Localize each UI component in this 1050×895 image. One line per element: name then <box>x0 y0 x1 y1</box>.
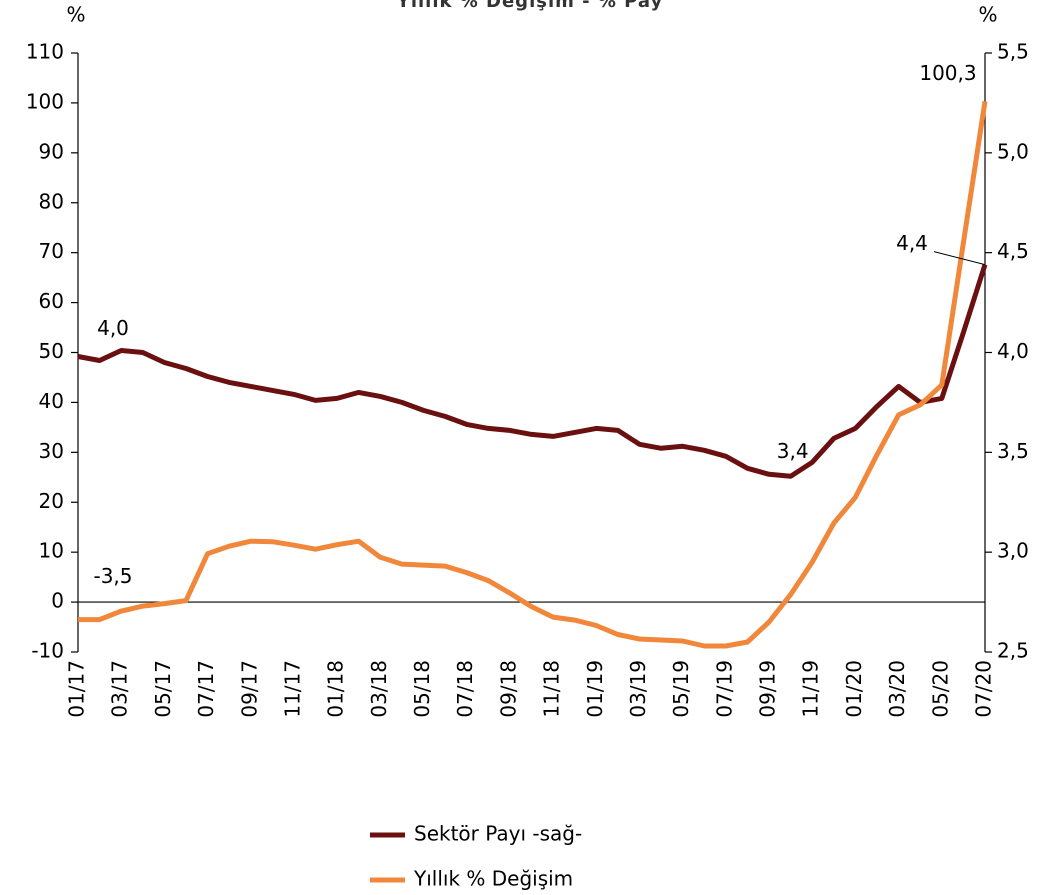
y2-tick-label: 5,5 <box>997 40 1029 64</box>
data-label: 100,3 <box>919 61 976 85</box>
y-tick-label: 30 <box>39 439 64 463</box>
y2-tick-label: 2,5 <box>997 639 1029 663</box>
x-tick-label: 07/19 <box>712 660 736 718</box>
data-label: 4,4 <box>896 231 928 255</box>
y2-axis-unit: % <box>978 3 997 27</box>
data-label: 4,0 <box>97 316 129 340</box>
series-line <box>78 101 988 649</box>
y2-tick-label: 4,5 <box>997 239 1029 263</box>
x-tick-label: 07/17 <box>194 660 218 718</box>
y-tick-label: 20 <box>39 489 64 513</box>
x-tick-label: 09/19 <box>756 660 780 718</box>
y-tick-label: 80 <box>39 189 64 213</box>
x-tick-label: 01/19 <box>583 660 607 718</box>
x-tick-label: 11/17 <box>280 660 304 718</box>
data-label: 3,4 <box>777 439 809 463</box>
data-label: -3,5 <box>93 564 132 588</box>
y2-tick-label: 5,0 <box>997 139 1029 163</box>
series-line <box>77 263 988 479</box>
y-tick-label: 50 <box>39 339 64 363</box>
y-axis-unit: % <box>66 3 85 27</box>
x-tick-label: 07/18 <box>453 660 477 718</box>
x-tick-label: 09/18 <box>496 660 520 718</box>
y-tick-label: -10 <box>31 639 64 663</box>
y-tick-label: 70 <box>39 239 64 263</box>
x-tick-label: 11/18 <box>540 660 564 718</box>
y-tick-label: 10 <box>39 539 64 563</box>
x-tick-label: 11/19 <box>799 660 823 718</box>
chart-title: Yıllık % Değişim - % Pay <box>396 0 663 12</box>
x-tick-label: 03/18 <box>367 660 391 718</box>
y-tick-label: 110 <box>26 40 64 64</box>
y-tick-label: 60 <box>39 289 64 313</box>
y-tick-label: 100 <box>26 89 64 113</box>
y-tick-label: 40 <box>39 389 64 413</box>
leader-line <box>933 251 986 266</box>
y2-tick-label: 4,0 <box>997 339 1029 363</box>
x-tick-label: 05/19 <box>669 660 693 718</box>
legend-label: Sektör Payı -sağ- <box>414 822 582 846</box>
y-tick-label: 90 <box>39 139 64 163</box>
x-tick-label: 01/18 <box>324 660 348 718</box>
x-tick-label: 03/19 <box>626 660 650 718</box>
x-tick-label: 09/17 <box>237 660 261 718</box>
x-tick-label: 03/17 <box>108 660 132 718</box>
x-tick-label: 05/20 <box>928 660 952 718</box>
y-tick-label: 0 <box>51 589 64 613</box>
x-tick-label: 01/20 <box>842 660 866 718</box>
x-tick-label: 03/20 <box>885 660 909 718</box>
x-tick-label: 07/20 <box>972 660 996 718</box>
y2-tick-label: 3,0 <box>997 539 1029 563</box>
y2-tick-label: 3,5 <box>997 439 1029 463</box>
x-tick-label: 05/18 <box>410 660 434 718</box>
x-tick-label: 01/17 <box>65 660 89 718</box>
x-tick-label: 05/17 <box>151 660 175 718</box>
legend-label: Yıllık % Değişim <box>413 867 573 891</box>
